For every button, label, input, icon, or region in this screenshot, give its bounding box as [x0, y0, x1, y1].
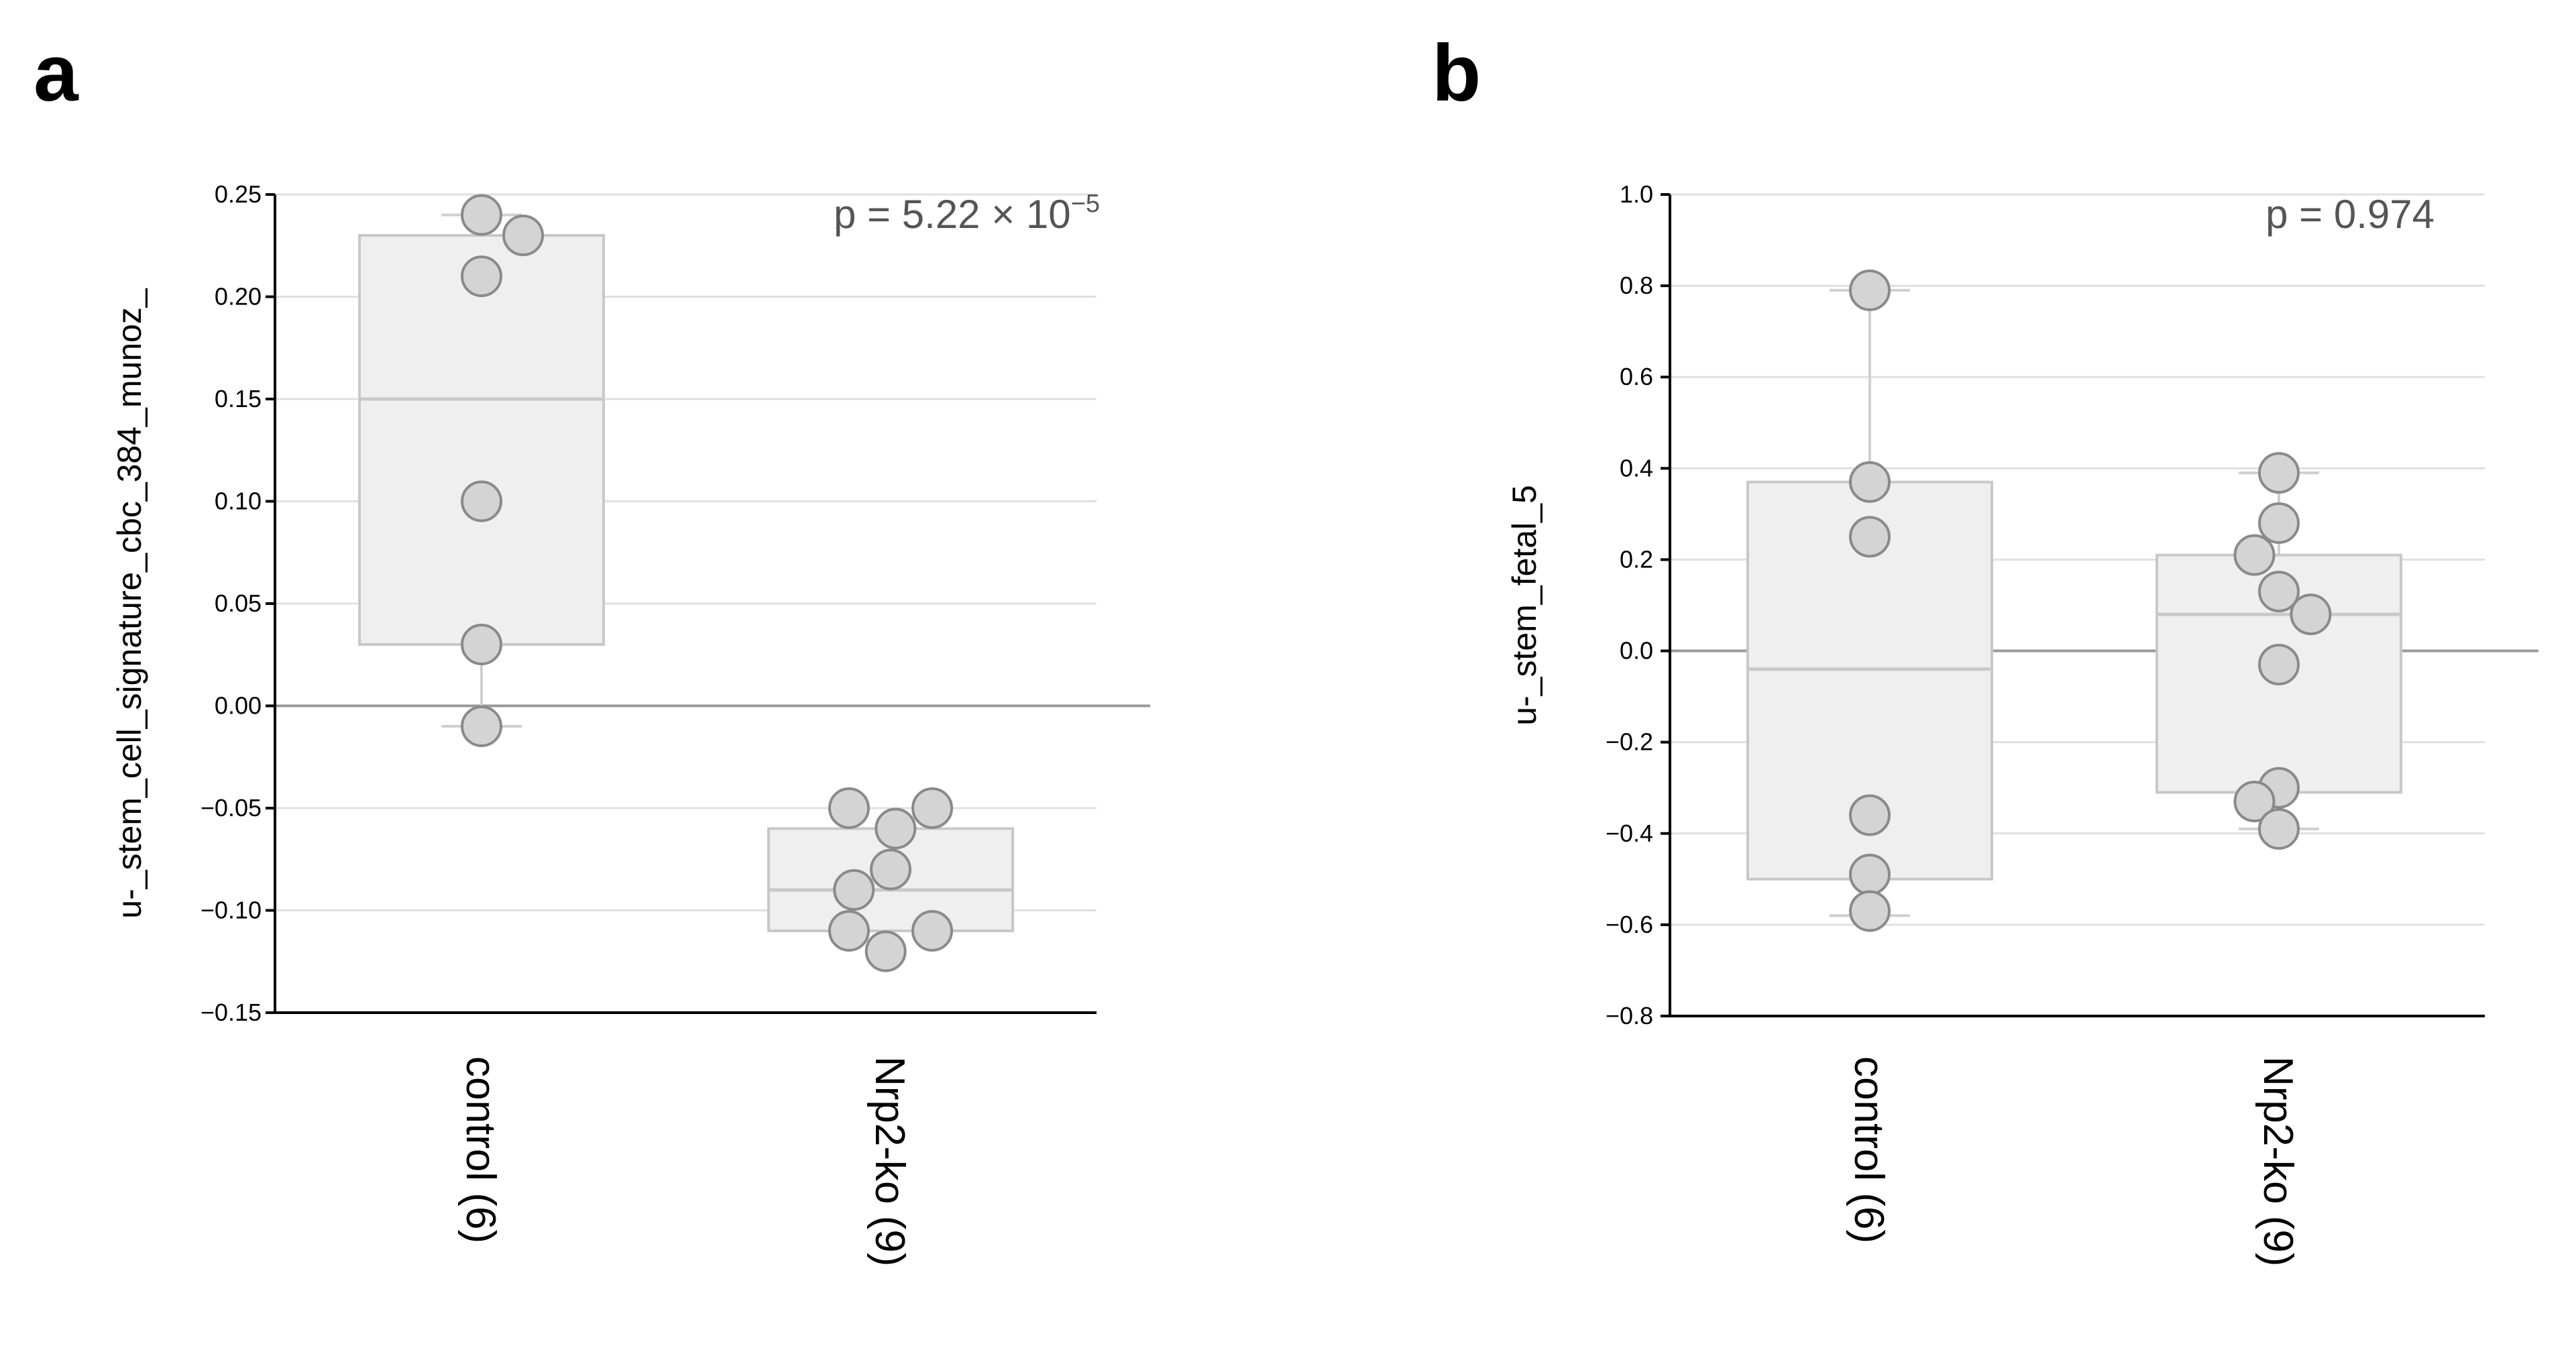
y-tick-label: 0.2 [1620, 545, 1653, 573]
data-point [461, 480, 502, 522]
data-point [2258, 807, 2300, 850]
data-point [828, 787, 870, 829]
panel-b: b 1.0 0.8 0.6 0.4 0.2 0.0 −0.2 −0.4 −0.6 −0.8 u-_st… [1432, 28, 2538, 1267]
data-point [502, 215, 545, 256]
p-value-annotation: p = 5.22 × 10−5 [834, 190, 1100, 237]
data-point [2258, 452, 2300, 494]
data-point [461, 194, 502, 236]
data-point [911, 787, 954, 829]
data-point [828, 910, 870, 952]
data-point [1849, 794, 1891, 836]
y-tick-label: 0.00 [215, 692, 262, 720]
y-axis-label: u-_stem_cell_signature_cbc_384_munoz_ [111, 288, 148, 919]
data-point [2258, 502, 2300, 544]
panel-letter-b: b [1432, 28, 1481, 118]
x-category-label: Nrp2-ko (9) [2255, 1056, 2301, 1267]
data-point [2258, 643, 2300, 685]
y-tick-label: 0.6 [1620, 363, 1653, 390]
data-point [461, 624, 502, 665]
x-category-label: control (6) [457, 1056, 504, 1243]
data-point [461, 706, 502, 747]
y-tick-label: 0.20 [215, 283, 262, 311]
y-tick-label: −0.2 [1606, 728, 1653, 756]
y-tick-label: −0.10 [201, 897, 262, 924]
data-point [911, 910, 954, 952]
y-axis-label: u-_stem_fetal_5 [1506, 485, 1543, 726]
y-tick-label: 0.10 [215, 488, 262, 515]
p-value-exponent: −5 [1071, 190, 1100, 218]
y-tick-label: 0.05 [215, 589, 262, 617]
panel-letter-a: a [34, 28, 79, 118]
data-point [2258, 571, 2300, 613]
y-tick-label: 0.4 [1620, 454, 1653, 482]
x-category-label: Nrp2-ko (9) [866, 1056, 913, 1267]
box-control [358, 234, 605, 646]
data-point [2233, 534, 2276, 576]
data-point [2290, 594, 2332, 636]
data-point [2233, 781, 2276, 823]
y-tick-label: −0.6 [1606, 911, 1653, 938]
data-point [1849, 854, 1891, 896]
data-point [1849, 269, 1891, 311]
y-tick-label: 0.0 [1620, 637, 1653, 665]
p-value-text: p = 5.22 × 10 [834, 192, 1071, 237]
y-tick-label: 1.0 [1620, 180, 1653, 208]
p-value-text: p = 0.974 [2265, 192, 2434, 237]
y-tick-label: 0.8 [1620, 272, 1653, 299]
y-tick-label: −0.8 [1606, 1002, 1653, 1029]
data-point [1849, 890, 1891, 932]
panel-a: a 0.25 0.20 0.15 0.10 0.05 0.00 −0.05 −0.10 −0.15… [34, 28, 1150, 1267]
x-category-label: control (6) [1846, 1056, 1892, 1243]
data-point [833, 869, 875, 911]
y-tick-label: 0.25 [215, 180, 262, 208]
p-value-annotation: p = 0.974 [2265, 192, 2434, 237]
data-point [1849, 461, 1891, 503]
data-point [870, 848, 911, 891]
y-tick-label: 0.15 [215, 385, 262, 412]
y-tick-label: −0.05 [201, 794, 262, 822]
data-point [1849, 516, 1891, 558]
y-tick-label: −0.15 [201, 999, 262, 1026]
data-point [461, 256, 502, 297]
data-point [875, 807, 917, 850]
data-point [864, 930, 907, 972]
y-tick-label: −0.4 [1606, 820, 1653, 847]
